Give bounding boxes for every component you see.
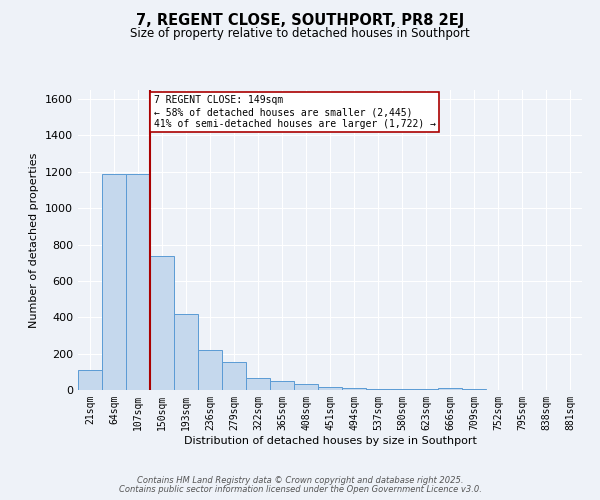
- Bar: [246, 378, 270, 390]
- Text: 7 REGENT CLOSE: 149sqm
← 58% of detached houses are smaller (2,445)
41% of semi-: 7 REGENT CLOSE: 149sqm ← 58% of detached…: [154, 96, 436, 128]
- Bar: [414, 389, 438, 390]
- Text: Size of property relative to detached houses in Southport: Size of property relative to detached ho…: [130, 28, 470, 40]
- Bar: [270, 381, 294, 390]
- Bar: [174, 314, 198, 390]
- Bar: [78, 370, 102, 390]
- Bar: [102, 174, 126, 390]
- Bar: [462, 389, 486, 390]
- Bar: [126, 174, 150, 390]
- X-axis label: Distribution of detached houses by size in Southport: Distribution of detached houses by size …: [184, 436, 476, 446]
- Bar: [318, 388, 342, 390]
- Bar: [198, 350, 222, 390]
- Y-axis label: Number of detached properties: Number of detached properties: [29, 152, 40, 328]
- Bar: [222, 362, 246, 390]
- Text: 7, REGENT CLOSE, SOUTHPORT, PR8 2EJ: 7, REGENT CLOSE, SOUTHPORT, PR8 2EJ: [136, 12, 464, 28]
- Text: Contains HM Land Registry data © Crown copyright and database right 2025.: Contains HM Land Registry data © Crown c…: [137, 476, 463, 485]
- Bar: [438, 388, 462, 390]
- Bar: [294, 384, 318, 390]
- Bar: [150, 256, 174, 390]
- Bar: [390, 388, 414, 390]
- Text: Contains public sector information licensed under the Open Government Licence v3: Contains public sector information licen…: [119, 485, 481, 494]
- Bar: [342, 388, 366, 390]
- Bar: [366, 388, 390, 390]
